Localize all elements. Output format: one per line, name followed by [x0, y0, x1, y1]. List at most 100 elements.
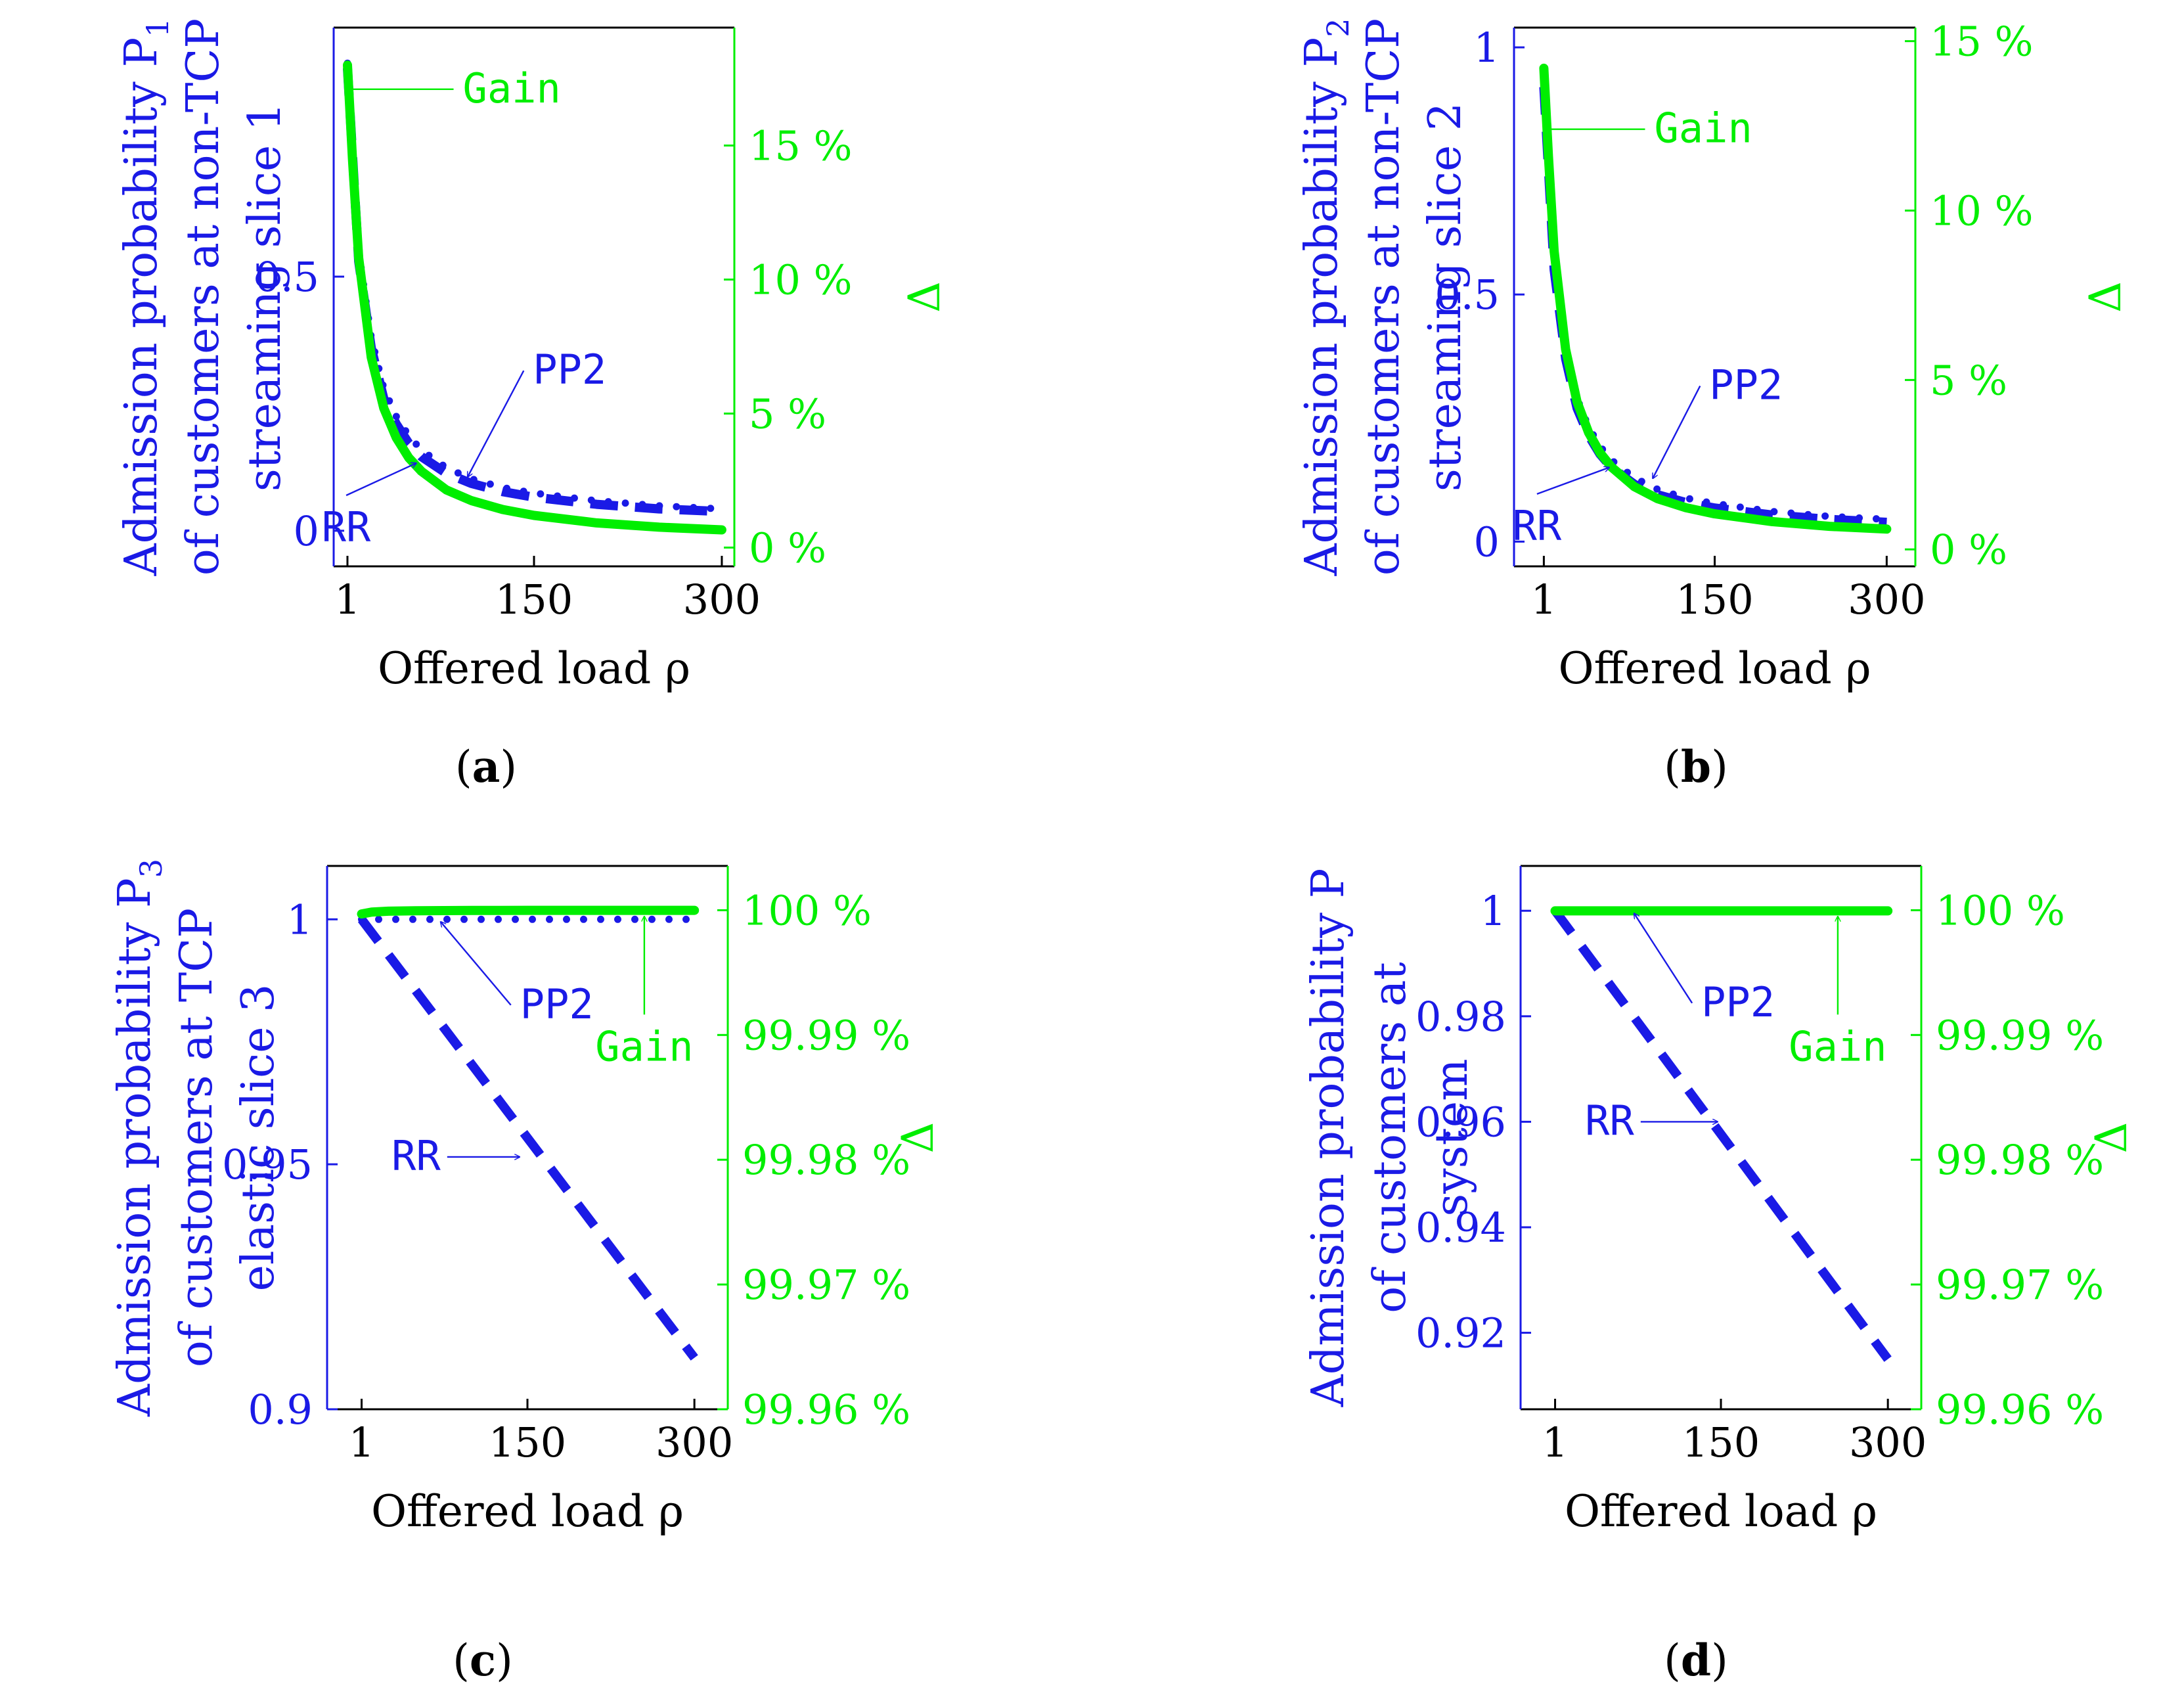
y-tick-label: 0.94: [1415, 1204, 1506, 1252]
y-axis-label-text: elastic slice 3: [233, 984, 284, 1292]
series-line-rr: [1551, 908, 1892, 1362]
y-tick-label: 0.98: [1415, 993, 1506, 1041]
annotation-label-rr: RR: [322, 503, 371, 551]
y-axis-label-text: of customers at TCP: [171, 908, 223, 1367]
y-tick-label: 0: [294, 507, 319, 555]
y2-axis-label: Δ: [893, 1122, 943, 1154]
x-tick-label: 1: [1531, 576, 1557, 623]
y-axis-label-subscript: 1: [140, 18, 175, 37]
y-axis-label-line: of customers at non-TCP: [1358, 18, 1410, 576]
y-axis-label-line: of customers at: [1364, 962, 1416, 1313]
y-axis-label-line: Admission probability P2: [1296, 18, 1356, 577]
y2-tick-label: 99.99 %: [1936, 1011, 2104, 1059]
y-tick-label: 1: [1481, 887, 1506, 935]
x-tick-label: 300: [1848, 576, 1925, 623]
y-axis-label-line: system: [1426, 1058, 1478, 1216]
y-axis-label-line: of customers at non-TCP: [177, 18, 229, 576]
y-tick-label: 0.95: [222, 1141, 313, 1189]
y-axis-label-text: Admission probability P: [1296, 37, 1348, 577]
caption-letter: b: [1681, 741, 1711, 792]
y2-tick-label: 5 %: [1930, 356, 2007, 404]
y2-tick-label: 15 %: [1930, 18, 2034, 66]
y2-axis-label-text: Δ: [2086, 1122, 2137, 1154]
y-axis-label-line: elastic slice 3: [233, 984, 284, 1292]
panel-caption: (a): [455, 741, 517, 792]
series-line-gain: [357, 905, 700, 919]
caption-close-paren: ): [500, 742, 517, 792]
y2-tick-label: 15 %: [749, 122, 853, 170]
series-line-gain: [1539, 63, 1892, 534]
x-tick-label: 150: [489, 1418, 566, 1466]
annotation-label-pp2: PP2: [1709, 361, 1783, 409]
y-axis-label-line: Admission probability P1: [116, 18, 175, 577]
x-tick-label: 150: [1682, 1418, 1760, 1466]
y2-tick-label: 100 %: [1936, 886, 2065, 934]
caption-letter: c: [470, 1635, 496, 1686]
y-axis-label-subscript: 2: [1320, 18, 1356, 37]
x-tick-label: 300: [1849, 1418, 1927, 1466]
annotation-label-gain: Gain: [595, 1022, 693, 1070]
y-axis-label-line: of customers at TCP: [171, 908, 223, 1367]
y2-tick-label: 99.97 %: [1936, 1261, 2104, 1309]
annotation-label-gain: Gain: [1654, 104, 1752, 152]
annotation-label-pp2: PP2: [533, 346, 606, 394]
panel-caption: (b): [1664, 741, 1728, 792]
y-axis-label-text: streaming slice 2: [1419, 102, 1471, 491]
y2-tick-label: 99.98 %: [1936, 1136, 2104, 1184]
y2-tick-label: 99.96 %: [1936, 1386, 2104, 1434]
y2-tick-label: 5 %: [749, 390, 826, 438]
y-axis-label: Admission probability P2 of customers at …: [1296, 18, 1471, 577]
y-tick-label: 0.96: [1415, 1098, 1506, 1146]
y-tick-label: 1: [287, 895, 313, 943]
x-tick-label: 150: [1676, 576, 1753, 623]
y-axis-label-text: of customers at non-TCP: [1358, 18, 1410, 576]
y-tick-label: 0: [1474, 518, 1500, 566]
y-axis-label-text: streaming slice 1: [239, 102, 291, 491]
caption-letter: d: [1681, 1635, 1711, 1686]
y2-axis-label-text: Δ: [2080, 281, 2131, 313]
y-axis-label-text: system: [1426, 1058, 1478, 1216]
y2-axis-label-text: Δ: [893, 1122, 943, 1154]
series-line-rr: [357, 917, 698, 1361]
caption-close-paren: ): [496, 1635, 513, 1686]
y2-tick-label: 0 %: [749, 524, 826, 572]
caption-open-paren: (: [453, 1635, 470, 1686]
annotation-arrow-pp2: [1634, 913, 1693, 1004]
panel-caption: (c): [453, 1635, 513, 1686]
y-tick-label: 0.5: [254, 253, 319, 301]
annotation-label-rr: RR: [391, 1132, 441, 1180]
x-tick-label: 150: [495, 576, 573, 623]
annotation-label-gain: Gain: [463, 64, 561, 112]
x-tick-label: 1: [334, 576, 360, 623]
chart-panel-d: 1 150 300 0.92 0.94 0.96 0.98 1 99.96 % 99.97 % 99…: [1303, 865, 2137, 1686]
x-axis-label: Offered load ρ: [1558, 643, 1871, 694]
y-tick-label: 0.92: [1415, 1309, 1506, 1357]
y-axis-label-text: Admission probability P: [116, 37, 167, 577]
y-axis-label-text: Admission probability P: [1303, 869, 1354, 1408]
caption-open-paren: (: [1664, 742, 1681, 792]
y2-tick-label: 0 %: [1930, 526, 2007, 574]
annotation-arrow-pp2: [468, 370, 525, 477]
annotation-arrow-rr: [345, 463, 416, 497]
annotation-label-pp2: PP2: [1701, 978, 1775, 1026]
annotation-arrow-rr: [1536, 468, 1609, 495]
x-tick-label: 300: [656, 1418, 733, 1466]
y2-tick-label: 10 %: [749, 256, 853, 304]
y-axis-label-subscript: 3: [133, 859, 169, 878]
y-tick-label: 0.5: [1435, 271, 1500, 319]
annotation-label-rr: RR: [1513, 502, 1562, 550]
caption-open-paren: (: [455, 742, 472, 792]
y-axis-label-text: of customers at non-TCP: [177, 18, 229, 576]
panel-caption: (d): [1664, 1635, 1728, 1686]
chart-panel-a: 1 150 300 0 0.5 0 % 5 % 10 % 15 % Offered load ρ A…: [116, 18, 950, 792]
y2-tick-label: 99.98 %: [742, 1136, 910, 1184]
y-axis-label-line: Admission probability P: [1303, 869, 1354, 1408]
x-tick-label: 1: [349, 1418, 374, 1466]
y-axis-label-line: streaming slice 2: [1419, 102, 1471, 491]
y2-tick-label: 99.96 %: [742, 1386, 910, 1434]
y2-axis-label: Δ: [899, 281, 950, 313]
y-axis-label-line: Admission probability P3: [109, 859, 169, 1417]
